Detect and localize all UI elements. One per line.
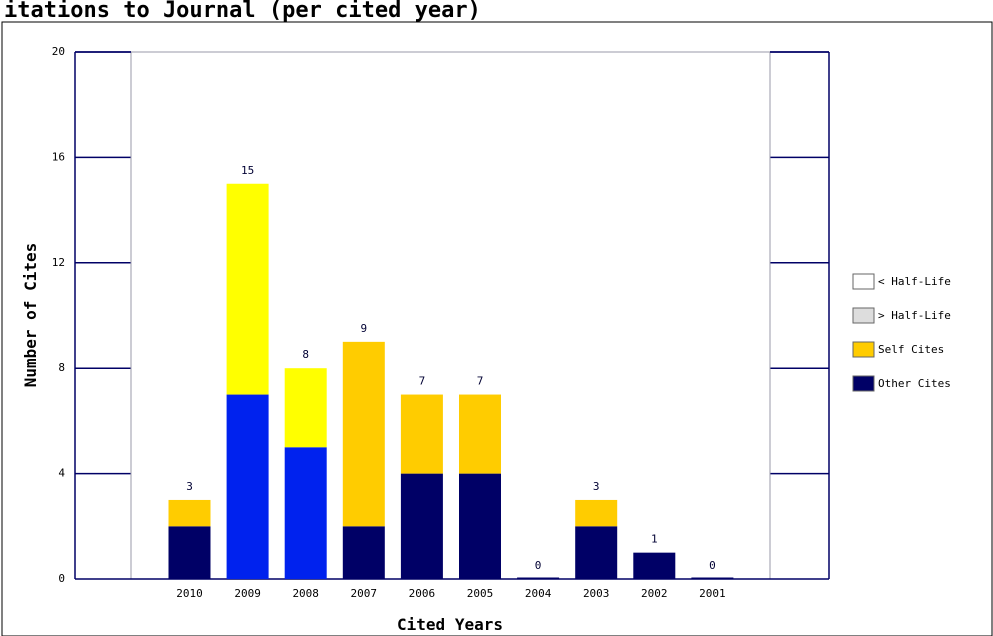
value-labels: 3 15 8 9 7 7 0 3 1 0 bbox=[186, 164, 716, 572]
bar-other-cites-2003 bbox=[575, 526, 618, 579]
legend-label-4: Other Cites bbox=[878, 377, 951, 390]
value-label-2004: 0 bbox=[535, 559, 542, 572]
value-label-2001: 0 bbox=[709, 559, 716, 572]
y-gridlines bbox=[75, 51, 829, 475]
bar-self-cites-2007 bbox=[342, 341, 385, 527]
bar-other-cites-2007 bbox=[342, 526, 385, 579]
x-tick-label-2006: 2006 bbox=[409, 587, 436, 600]
page-title: itations to Journal (per cited year) bbox=[4, 0, 481, 23]
x-tick-label-2005: 2005 bbox=[467, 587, 494, 600]
value-label-2009: 15 bbox=[241, 164, 254, 177]
bar-other-cites-2009 bbox=[226, 394, 269, 579]
bar-self-cites-2006 bbox=[400, 394, 443, 474]
legend: < Half-Life > Half-Life Self Cites Other Ci… bbox=[852, 273, 951, 392]
legend-swatch-1 bbox=[852, 273, 875, 290]
x-tick-label-2004: 2004 bbox=[525, 587, 552, 600]
value-label-2006: 7 bbox=[419, 375, 426, 388]
legend-label-1: < Half-Life bbox=[878, 275, 951, 288]
bar-other-cites-2004 bbox=[517, 577, 560, 579]
x-tick-label-2010: 2010 bbox=[176, 587, 203, 600]
bar-other-cites-2006 bbox=[400, 473, 443, 579]
bar-self-cites-2008 bbox=[284, 368, 327, 448]
x-tick-label-2009: 2009 bbox=[234, 587, 261, 600]
bar-other-cites-2005 bbox=[459, 473, 501, 579]
legend-label-3: Self Cites bbox=[878, 343, 944, 356]
x-axis-title: Cited Years bbox=[397, 615, 503, 634]
value-label-2010: 3 bbox=[186, 480, 193, 493]
bar-self-cites-2003 bbox=[575, 499, 618, 527]
x-tick-label-2002: 2002 bbox=[641, 587, 668, 600]
bars bbox=[168, 183, 734, 579]
value-label-2008: 8 bbox=[302, 348, 309, 361]
value-label-2003: 3 bbox=[593, 480, 600, 493]
x-tick-label-2007: 2007 bbox=[351, 587, 378, 600]
bar-other-cites-2008 bbox=[284, 447, 327, 579]
x-tick-labels: 2010 2009 2008 2007 2006 2005 2004 2003 2002 2001 bbox=[176, 587, 725, 600]
chart-border bbox=[1, 21, 993, 636]
bar-other-cites-2010 bbox=[168, 526, 211, 579]
bar-self-cites-2005 bbox=[459, 394, 501, 474]
y-tick-label: 12 bbox=[52, 256, 65, 269]
x-tick-label-2003: 2003 bbox=[583, 587, 610, 600]
bar-other-cites-2001 bbox=[691, 577, 734, 579]
y-axis-title: Number of Cites bbox=[21, 243, 40, 388]
bar-other-cites-2002 bbox=[633, 552, 676, 579]
y-tick-label: 0 bbox=[58, 572, 65, 585]
value-label-2005: 7 bbox=[477, 375, 484, 388]
x-tick-label-2008: 2008 bbox=[292, 587, 319, 600]
y-tick-label: 8 bbox=[58, 361, 65, 374]
legend-swatch-2 bbox=[852, 307, 875, 324]
bar-self-cites-2009 bbox=[226, 183, 269, 395]
y-tick-label: 4 bbox=[58, 467, 65, 480]
legend-swatch-3 bbox=[852, 341, 875, 358]
legend-swatch-4 bbox=[852, 375, 875, 392]
legend-label-2: > Half-Life bbox=[878, 309, 951, 322]
y-tick-label: 16 bbox=[52, 150, 65, 163]
bar-self-cites-2010 bbox=[168, 499, 211, 527]
y-tick-label: 20 bbox=[52, 45, 65, 58]
y-tick-labels: 0 4 8 12 16 20 bbox=[52, 45, 66, 585]
value-label-2007: 9 bbox=[360, 322, 367, 335]
value-label-2002: 1 bbox=[651, 533, 658, 546]
x-tick-label-2001: 2001 bbox=[699, 587, 726, 600]
